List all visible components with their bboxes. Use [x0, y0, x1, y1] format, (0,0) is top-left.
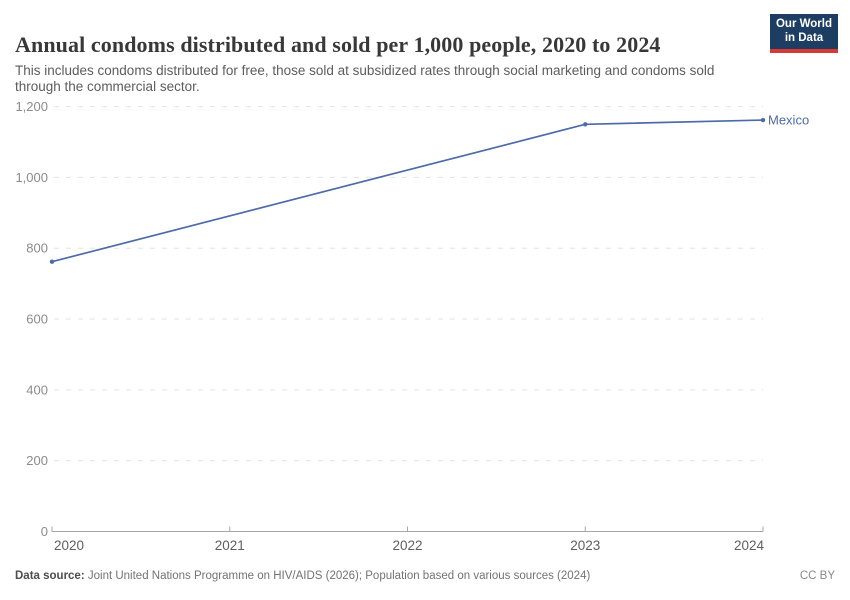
data-point-marker[interactable]: [49, 259, 55, 264]
x-axis-tick-label: 2022: [392, 538, 422, 553]
owid-logo-line1: Our World: [775, 18, 832, 30]
x-axis-tick-label: 2023: [570, 538, 600, 553]
chart-footer: Data source: Joint United Nations Progra…: [15, 569, 835, 583]
owid-logo-line2: in Data: [784, 31, 824, 44]
x-axis-tick-label: 2024: [734, 538, 765, 553]
data-source-text: Joint United Nations Programme on HIV/AI…: [84, 570, 591, 582]
y-axis-tick-label: 1,000: [15, 170, 48, 185]
license-badge[interactable]: CC BY: [799, 570, 835, 582]
series-entity-label[interactable]: Mexico: [768, 112, 809, 127]
data-point-marker[interactable]: [583, 122, 588, 127]
y-axis-tick-label: 600: [26, 312, 48, 327]
y-axis-tick-label: 800: [26, 241, 48, 256]
chart-subtitle: This includes condoms distributed for fr…: [15, 62, 715, 95]
y-axis-tick-label: 400: [26, 382, 48, 397]
y-axis-tick-label: 0: [41, 524, 48, 539]
data-source-label: Data source:: [15, 570, 85, 582]
data-point-marker[interactable]: [760, 117, 766, 123]
x-axis-tick-label: 2020: [54, 538, 84, 553]
y-axis-tick-label: 200: [26, 453, 48, 468]
owid-logo[interactable]: Our World in Data: [770, 14, 838, 53]
page-title: Annual condoms distributed and sold per …: [15, 31, 661, 57]
series-line[interactable]: [51, 119, 764, 263]
y-axis-tick-label: 1,200: [15, 99, 48, 114]
x-axis-tick-label: 2021: [215, 538, 245, 553]
